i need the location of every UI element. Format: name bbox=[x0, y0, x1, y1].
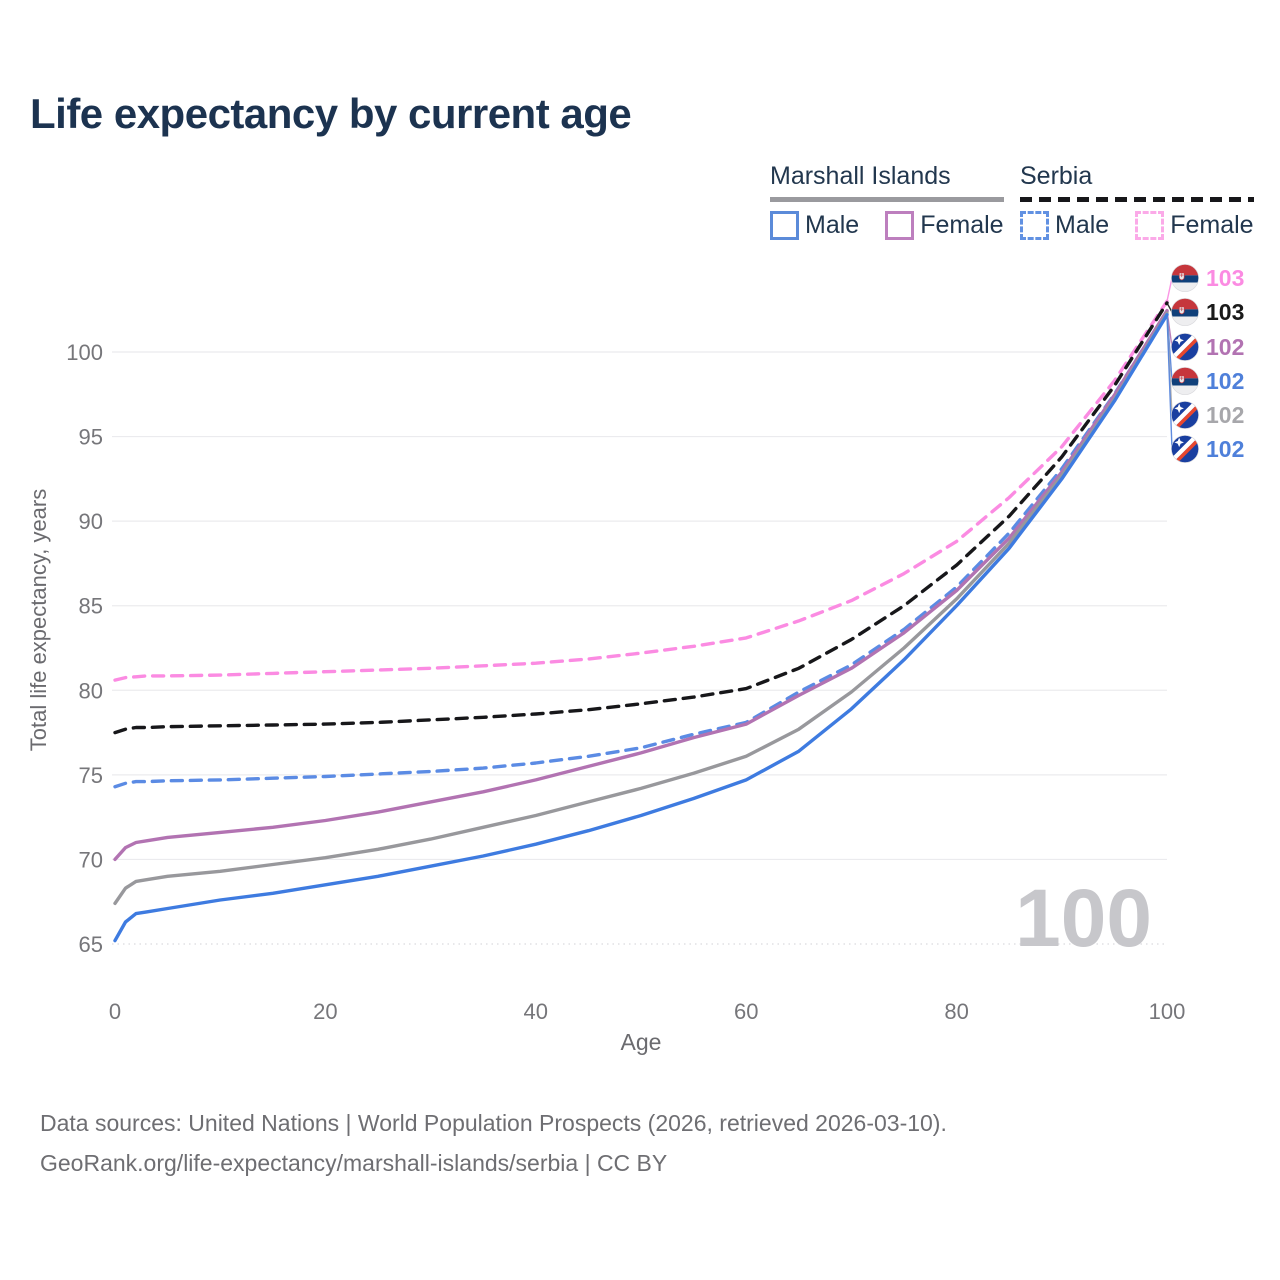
legend-country-label: Marshall Islands bbox=[770, 162, 951, 190]
svg-text:80: 80 bbox=[944, 999, 968, 1024]
legend-item-marshall-male[interactable]: Male bbox=[770, 210, 860, 240]
marshall-islands-flag-icon bbox=[1171, 333, 1199, 361]
svg-text:Age: Age bbox=[621, 1029, 662, 1055]
dashed-blue-swatch-icon bbox=[1020, 210, 1049, 240]
svg-text:100: 100 bbox=[1015, 873, 1152, 964]
legend-item-label: Female bbox=[920, 210, 1004, 239]
marshall-islands-flag-icon bbox=[1171, 401, 1199, 429]
life-expectancy-chart[interactable]: 65 70 75 80 85 90 95 100 100 0 20 40 60 80 100 Age Total… bbox=[0, 240, 1280, 1060]
data-sources-text: Data sources: United Nations | World Pop… bbox=[40, 1110, 947, 1136]
solid-purple-swatch-icon bbox=[885, 210, 915, 240]
svg-text:20: 20 bbox=[313, 999, 337, 1024]
legend-item-serbia-female[interactable]: Female bbox=[1135, 210, 1254, 240]
marshall-islands-flag-icon bbox=[1171, 435, 1199, 463]
legend-row: Male Female bbox=[1020, 210, 1254, 240]
end-value-label: 102 bbox=[1206, 401, 1245, 428]
svg-text:85: 85 bbox=[79, 594, 103, 619]
legend-item-marshall-female[interactable]: Female bbox=[885, 210, 1004, 240]
svg-text:60: 60 bbox=[734, 999, 758, 1024]
svg-text:100: 100 bbox=[66, 340, 103, 365]
svg-text:Total life expectancy, years: Total life expectancy, years bbox=[26, 489, 51, 752]
end-value-label: 103 bbox=[1206, 264, 1245, 291]
series-line-serbia-female[interactable] bbox=[113, 299, 1169, 682]
end-value-row: 103 bbox=[1171, 264, 1244, 292]
svg-text:40: 40 bbox=[524, 999, 548, 1024]
svg-text:90: 90 bbox=[79, 509, 103, 534]
end-value-row: 103 bbox=[1171, 298, 1244, 326]
serbia-flag-icon bbox=[1171, 264, 1199, 292]
svg-text:95: 95 bbox=[79, 425, 103, 450]
serbia-flag-icon bbox=[1171, 298, 1199, 326]
svg-text:70: 70 bbox=[79, 847, 103, 872]
dashed-line-style-icon bbox=[1020, 197, 1254, 202]
svg-text:75: 75 bbox=[79, 763, 103, 788]
end-value-label: 103 bbox=[1206, 298, 1245, 325]
series-line-serbia-male[interactable] bbox=[113, 309, 1169, 789]
svg-text:80: 80 bbox=[79, 678, 103, 703]
legend-item-serbia-male[interactable]: Male bbox=[1020, 210, 1110, 240]
svg-text:0: 0 bbox=[109, 999, 121, 1024]
serbia-flag-icon bbox=[1171, 367, 1199, 395]
attribution-text: GeoRank.org/life-expectancy/marshall-isl… bbox=[40, 1150, 668, 1176]
legend-group-serbia: Serbia Male Female bbox=[1020, 162, 1254, 240]
solid-line-style-icon bbox=[770, 197, 1004, 202]
legend-row: Male Female bbox=[770, 210, 1004, 240]
end-value-row: 102 bbox=[1171, 367, 1244, 395]
end-value-label: 102 bbox=[1206, 435, 1245, 462]
svg-text:100: 100 bbox=[1149, 999, 1186, 1024]
legend-item-label: Male bbox=[1055, 210, 1110, 239]
page-title: Life expectancy by current age bbox=[30, 90, 632, 137]
svg-text:65: 65 bbox=[79, 932, 103, 957]
legend-item-label: Male bbox=[805, 210, 860, 239]
series-line-serbia-total[interactable] bbox=[113, 301, 1169, 735]
series-line-mi-female[interactable] bbox=[113, 308, 1169, 862]
end-value-label: 102 bbox=[1206, 367, 1245, 394]
end-value-row: 102 bbox=[1171, 401, 1244, 429]
series-line-mi-male[interactable] bbox=[113, 313, 1169, 943]
end-value-label: 102 bbox=[1206, 333, 1245, 360]
solid-blue-swatch-icon bbox=[770, 210, 799, 240]
legend-country-label: Serbia bbox=[1020, 162, 1093, 190]
legend-item-label: Female bbox=[1170, 210, 1254, 239]
end-value-row: 102 bbox=[1171, 435, 1244, 463]
series-line-mi-total[interactable] bbox=[113, 311, 1169, 906]
legend-group-marshall-islands: Marshall Islands Male Female bbox=[770, 162, 1004, 240]
end-value-row: 102 bbox=[1171, 333, 1244, 361]
dashed-pink-swatch-icon bbox=[1135, 210, 1165, 240]
